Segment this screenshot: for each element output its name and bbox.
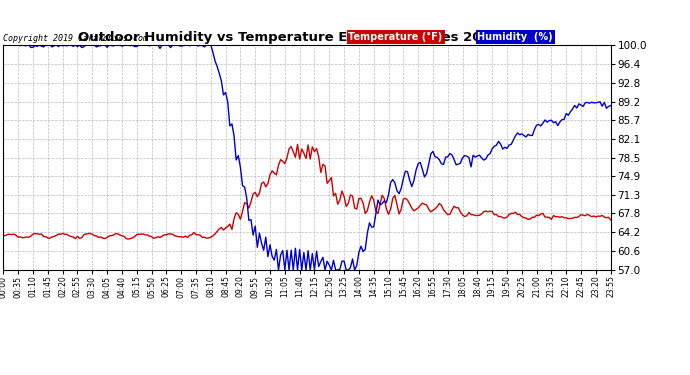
Text: Humidity  (%): Humidity (%)	[477, 32, 553, 42]
Text: Copyright 2019 Cartronics.com: Copyright 2019 Cartronics.com	[3, 34, 148, 43]
Title: Outdoor Humidity vs Temperature Every 5 Minutes 20190902: Outdoor Humidity vs Temperature Every 5 …	[78, 31, 536, 44]
Text: Temperature (°F): Temperature (°F)	[348, 32, 443, 42]
